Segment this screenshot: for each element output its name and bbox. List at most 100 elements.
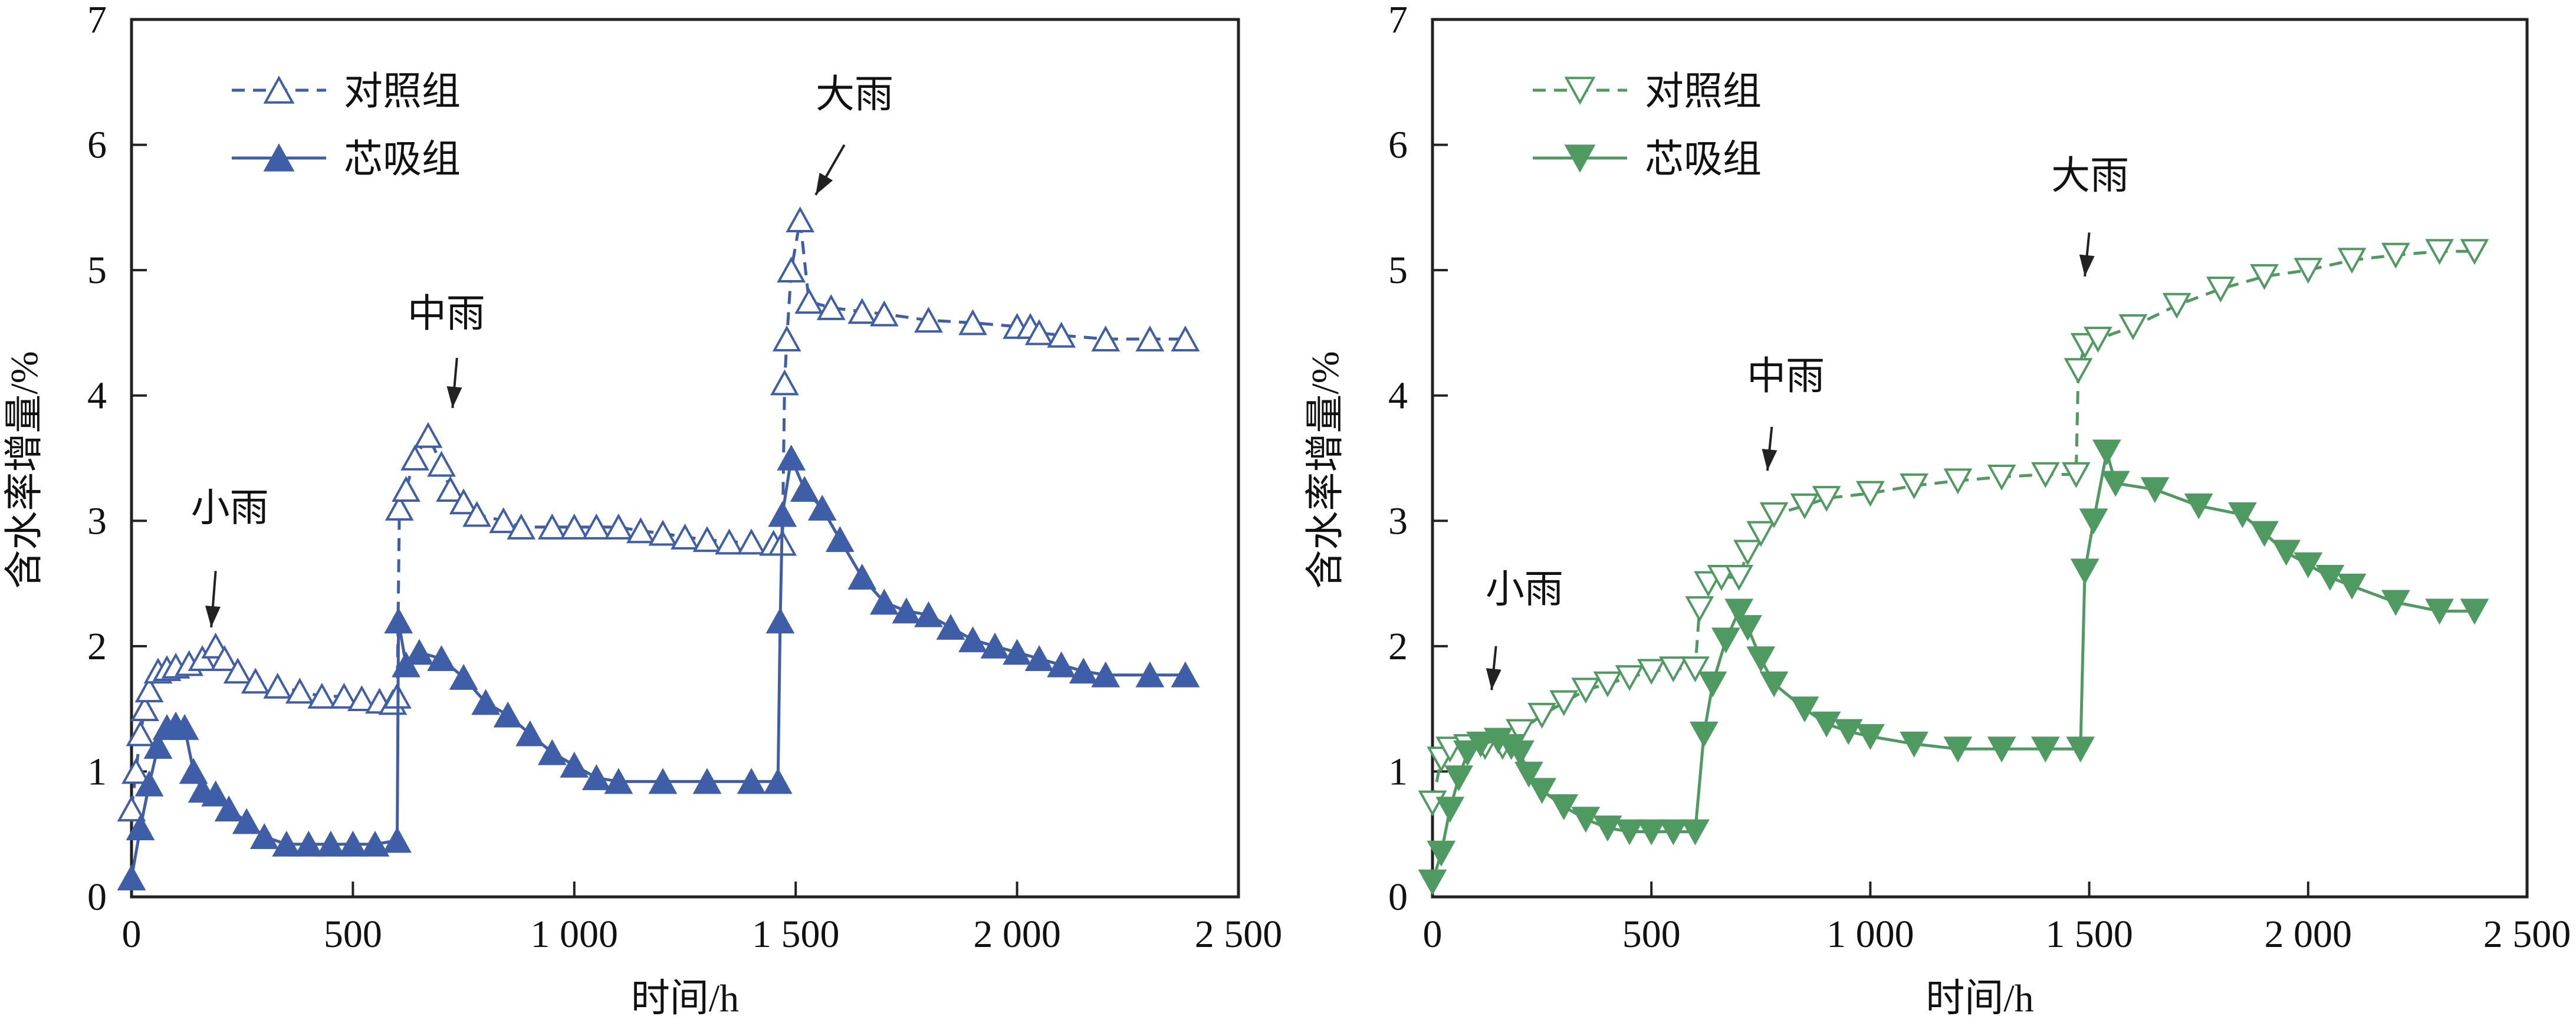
legend-marker: [1564, 144, 1596, 173]
data-point: [126, 720, 155, 747]
legend-label: 对照组: [1645, 70, 1762, 113]
x-tick-label: 2 500: [1195, 913, 1283, 956]
data-point: [117, 864, 146, 891]
data-point: [1091, 661, 1121, 688]
data-point: [2381, 242, 2410, 269]
rain-annotation: 小雨: [191, 486, 269, 628]
y-tick-label: 7: [87, 0, 107, 41]
legend-label: 芯吸组: [344, 138, 461, 181]
legend-label: 芯吸组: [1645, 138, 1762, 181]
data-point: [1549, 690, 1579, 716]
data-point: [384, 607, 413, 634]
rain-annotation: 中雨: [408, 292, 485, 409]
data-point: [2140, 477, 2170, 504]
data-point: [869, 588, 899, 615]
data-point: [427, 645, 456, 672]
y-tick-label: 7: [1388, 0, 1408, 41]
data-point: [1812, 711, 1841, 738]
data-point: [272, 830, 301, 857]
data-point: [126, 814, 155, 840]
y-tick-label: 2: [1388, 625, 1408, 668]
data-point: [1724, 565, 1754, 591]
data-point: [2425, 239, 2454, 265]
data-point: [449, 663, 478, 690]
arrow-head-icon: [446, 386, 462, 408]
data-point: [2118, 314, 2148, 340]
data-point: [383, 827, 412, 853]
data-point: [1571, 678, 1601, 704]
arrow-head-icon: [2079, 254, 2095, 277]
data-point: [1135, 661, 1165, 688]
data-point: [794, 288, 824, 314]
data-point: [892, 597, 921, 624]
arrow-head-icon: [1762, 449, 1777, 471]
data-point: [1746, 646, 1776, 673]
data-point: [1724, 598, 1754, 625]
data-point: [1506, 740, 1535, 767]
x-tick-label: 0: [122, 913, 142, 956]
y-tick-label: 6: [1388, 124, 1408, 167]
data-point: [210, 645, 239, 672]
data-point: [671, 523, 699, 550]
annotation-label: 小雨: [1486, 568, 1563, 611]
data-point: [560, 513, 589, 540]
data-point: [2294, 552, 2323, 578]
data-point: [1987, 736, 2016, 763]
data-point: [790, 476, 819, 502]
data-point: [1435, 797, 1465, 823]
data-point: [1171, 325, 1200, 351]
data-point: [1812, 486, 1841, 512]
data-point: [2425, 598, 2454, 625]
data-point: [134, 676, 164, 703]
data-point: [1856, 481, 1885, 507]
annotation-label: 小雨: [191, 486, 269, 530]
data-point: [765, 607, 795, 634]
data-point: [1689, 721, 1719, 748]
data-point: [188, 645, 217, 672]
x-tick-label: 0: [1423, 913, 1443, 956]
data-point: [2315, 565, 2345, 591]
data-point: [1790, 696, 1819, 723]
data-point: [1593, 671, 1622, 698]
data-point: [507, 513, 536, 540]
data-point: [2206, 277, 2235, 303]
data-point: [241, 667, 270, 694]
legend-label: 对照组: [344, 70, 461, 113]
arrow-head-icon: [815, 172, 833, 195]
data-point: [2250, 264, 2279, 290]
data-point: [2101, 471, 2130, 497]
data-point: [1024, 645, 1054, 672]
legend-entry-wicking: 芯吸组: [1533, 138, 1762, 181]
data-point: [980, 632, 1010, 659]
data-point: [1711, 627, 1740, 654]
data-point: [143, 732, 173, 759]
data-point: [117, 795, 146, 822]
x-tick-label: 500: [324, 913, 382, 956]
y-tick-label: 4: [87, 374, 107, 417]
annotation-label: 中雨: [408, 292, 485, 336]
data-point: [1685, 596, 1714, 623]
data-point: [347, 685, 376, 712]
data-point: [1615, 819, 1644, 846]
data-point: [869, 300, 899, 327]
data-point: [2084, 327, 2112, 353]
data-point: [2070, 558, 2099, 585]
y-axis-label: 含水率增量/%: [1304, 351, 1347, 588]
annotation-label: 大雨: [816, 73, 893, 116]
x-tick-label: 1 500: [2045, 913, 2133, 956]
data-point: [130, 695, 159, 722]
y-tick-label: 3: [87, 499, 107, 542]
panel-left: 0 500 1 000 1 500 2 000 2 500 0 1 2 3 4 5 6 7 时间/h 含水率增…: [3, 0, 1282, 1020]
y-tick-label: 0: [1388, 876, 1408, 919]
x-tick-label: 1 000: [531, 913, 619, 956]
data-point: [285, 678, 314, 704]
data-point: [958, 309, 987, 336]
data-point: [1681, 656, 1710, 683]
data-point: [1418, 869, 1447, 896]
data-point: [763, 768, 793, 794]
data-point: [1733, 540, 1762, 566]
y-tick-label: 1: [1388, 750, 1408, 793]
data-point: [2250, 521, 2279, 547]
data-point: [232, 808, 261, 834]
